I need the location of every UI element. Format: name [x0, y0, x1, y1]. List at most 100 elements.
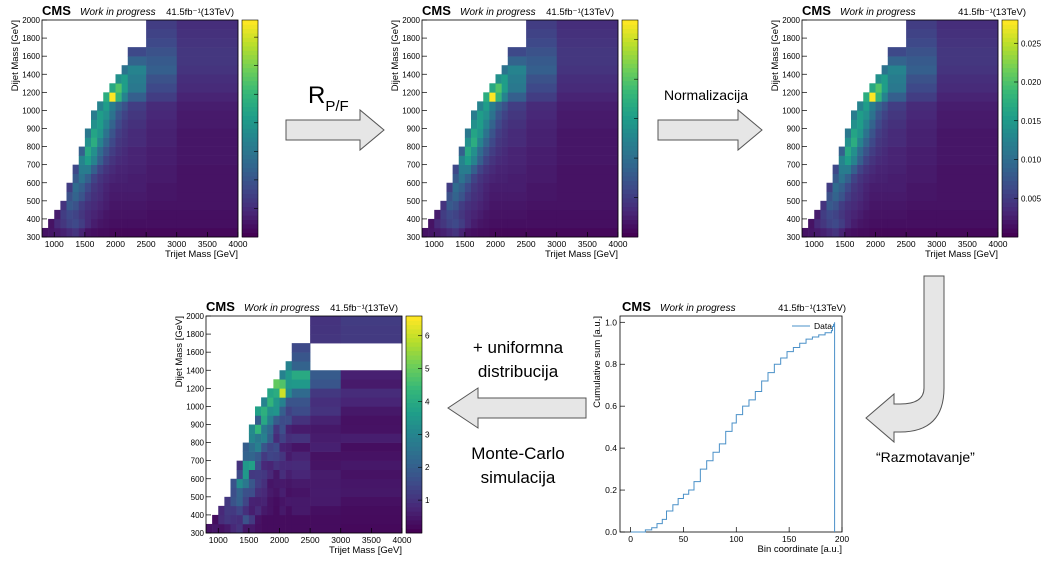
y-tick-label: 400: [407, 215, 421, 224]
heatmap-cell: [121, 191, 129, 202]
heatmap-cell: [273, 424, 280, 434]
heatmap-cell: [844, 182, 852, 193]
heatmap-cell: [869, 164, 876, 175]
heatmap-cell: [248, 478, 256, 489]
heatmap-cell: [471, 128, 478, 138]
heatmap-cell: [285, 514, 293, 525]
color-bar-segment: [406, 407, 422, 412]
heatmap-cell: [242, 523, 250, 534]
heatmap-cell: [844, 218, 852, 229]
heatmap-cell: [434, 209, 441, 220]
heatmap-cell: [507, 56, 527, 66]
heatmap-cell: [507, 227, 527, 238]
color-bar-segment: [242, 63, 258, 69]
heatmap-cell: [54, 227, 61, 238]
heatmap-cell: [857, 227, 864, 238]
heatmap-cell: [109, 227, 116, 238]
color-bar-frame: [241, 19, 259, 238]
heatmap-cell: [477, 227, 484, 238]
heatmap-cell: [526, 83, 558, 93]
heatmap-panel-2: CMS Work in progress 41.5fb⁻¹(13TeV) 1000 15…: [380, 0, 650, 268]
heatmap-cell: [97, 173, 104, 184]
heatmap-cell: [78, 200, 86, 211]
heatmap-cell: [881, 164, 889, 175]
heatmap-cell: [242, 460, 250, 471]
heatmap-cell: [279, 388, 286, 398]
y-tick-label: 2000: [186, 312, 204, 321]
heatmap-cell: [248, 514, 256, 525]
heatmap-cell: [285, 451, 293, 461]
heatmap-cell: [556, 137, 619, 147]
heatmap-cell: [936, 20, 999, 30]
heatmap-cell: [936, 137, 999, 147]
heatmap-cell: [109, 146, 116, 156]
y-tick-label: 0.8: [605, 359, 617, 369]
heatmap-cell: [261, 496, 268, 507]
heatmap-cell: [471, 146, 478, 156]
y-tick-label: 1800: [22, 34, 40, 43]
heatmap-cell: [844, 128, 852, 138]
heatmap-cell: [273, 415, 280, 425]
color-bar-segment: [622, 124, 638, 129]
heatmap-cell: [489, 146, 496, 156]
color-bar-segment: [1002, 33, 1018, 38]
color-bar-segment: [406, 498, 422, 504]
heatmap-cell: [340, 406, 403, 416]
heatmap-cell: [121, 164, 129, 175]
heatmap-cell: [103, 146, 110, 156]
heatmap-cell: [495, 128, 502, 138]
heatmap-cell: [869, 83, 876, 93]
color-bar-segment: [1002, 154, 1018, 160]
cumulative-chart: CMS Work in progress 41.5fb⁻¹(13TeV) 0 50 100…: [592, 299, 849, 555]
heatmap-cell: [273, 487, 280, 498]
plot-frame: [619, 315, 843, 533]
y-tick-label: 800: [191, 439, 205, 448]
heatmap-cell: [483, 128, 490, 138]
heatmap-cell: [78, 173, 86, 184]
heatmap-cell: [440, 227, 447, 238]
heatmap-cell: [230, 487, 237, 498]
heatmap-cell: [507, 164, 527, 175]
color-bar-segment: [406, 506, 422, 512]
heatmap-cell: [242, 478, 250, 489]
heatmap-cell: [495, 200, 502, 211]
heatmap-cell: [844, 146, 852, 156]
heatmap-cell: [91, 200, 98, 211]
heatmap-cell: [230, 496, 237, 507]
color-bar-segment: [242, 132, 258, 138]
heatmap-cell: [507, 209, 527, 220]
heatmap-cell: [526, 110, 558, 120]
heatmap-cell: [91, 146, 98, 156]
color-bar-segment: [1002, 76, 1018, 82]
heatmap-cell: [838, 155, 846, 165]
heatmap-cell: [176, 110, 239, 120]
heatmap-cell: [310, 316, 342, 326]
color-bar-segment: [1002, 167, 1018, 173]
color-bar-segment: [622, 167, 638, 173]
x-axis-label: Trijet Mass [GeV]: [165, 249, 238, 260]
heatmap-cell: [906, 128, 938, 138]
heatmap-cell: [66, 200, 73, 211]
heatmap-cell: [869, 119, 876, 129]
heatmap-cell: [285, 523, 293, 534]
heatmap-cell: [936, 47, 999, 57]
y-axis-label: Cumulative sum [a.u.]: [592, 316, 603, 408]
color-bar-segment: [1002, 197, 1018, 203]
heatmap-chart-1: CMS Work in progress 41.5fb⁻¹(13TeV) 1000 15…: [10, 3, 275, 260]
heatmap-cell: [887, 209, 907, 220]
heatmap-panel-4: CMS Work in progress 41.5fb⁻¹(13TeV) 1000 15…: [160, 296, 434, 556]
color-bar-segment: [622, 193, 638, 199]
color-bar-segment: [622, 232, 638, 238]
heatmap-cell: [526, 155, 558, 165]
heatmap-cell: [127, 164, 147, 175]
heatmap-cell: [176, 200, 239, 211]
heatmap-cell: [501, 182, 509, 193]
color-bar: 1020304050: [621, 19, 650, 238]
heatmap-cell: [109, 137, 116, 147]
heatmap-cell: [279, 415, 286, 425]
y-tick-label: 700: [407, 161, 421, 170]
heatmap-cell: [261, 397, 268, 407]
color-bar-segment: [1002, 102, 1018, 108]
heatmap-cell: [78, 155, 86, 165]
heatmap-cell: [72, 209, 80, 220]
